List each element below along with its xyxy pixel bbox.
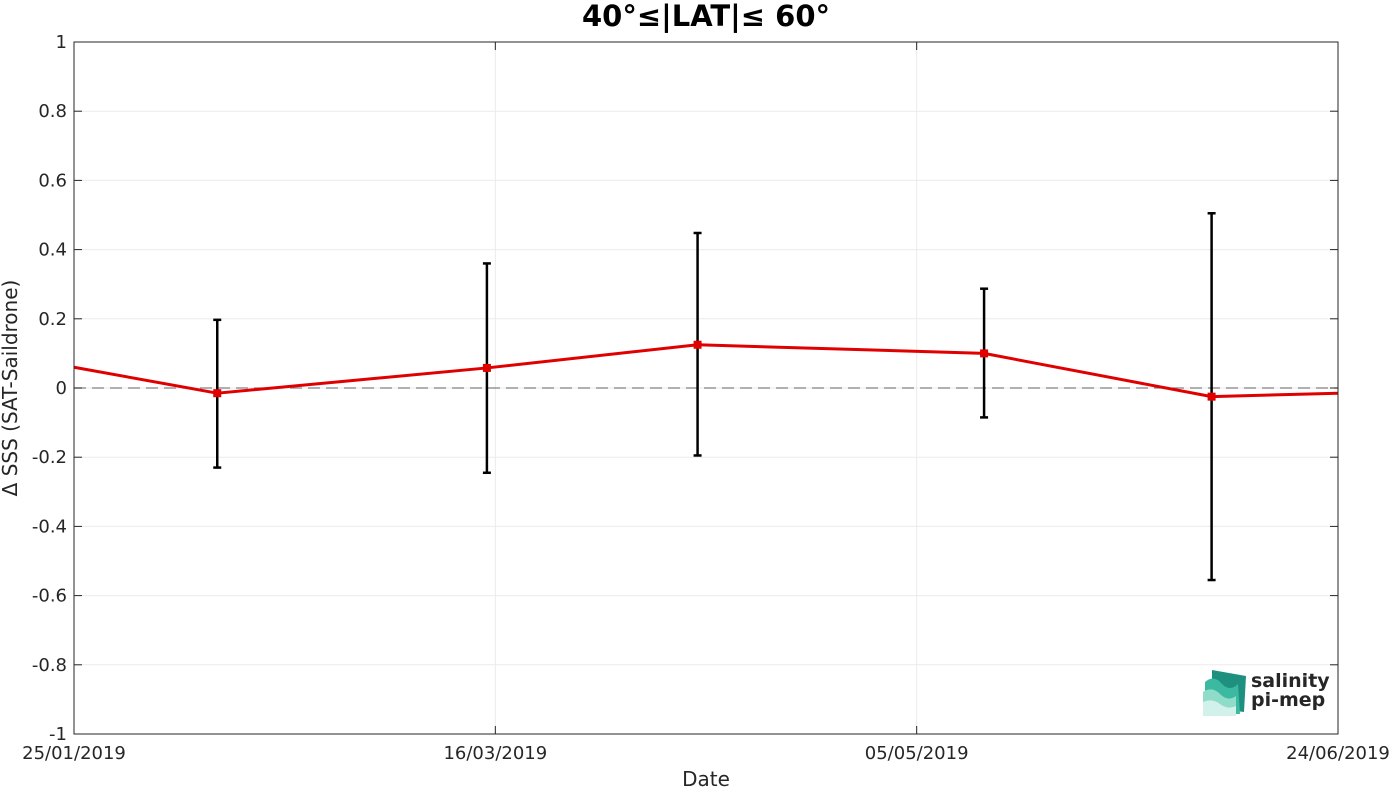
data-point — [213, 389, 222, 398]
y-tick-label: -0.8 — [32, 655, 67, 676]
y-tick-label: -0.6 — [32, 586, 67, 607]
data-point — [980, 349, 989, 358]
marker-layer — [213, 340, 1216, 401]
data-point — [1207, 392, 1216, 401]
x-tick-label: 05/05/2019 — [865, 743, 969, 764]
y-tick-label: -1 — [49, 724, 67, 745]
x-tick-label: 24/06/2019 — [1286, 743, 1390, 764]
x-axis: 25/01/2019 16/03/2019 05/05/2019 24/06/2019 — [22, 42, 1390, 764]
salinity-pi-mep-logo: salinity pi-mep — [1203, 670, 1330, 716]
x-tick-label: 16/03/2019 — [443, 743, 547, 764]
logo-line1: salinity — [1251, 670, 1330, 692]
y-tick-label: 0.6 — [38, 170, 67, 191]
y-tick-label: -0.2 — [32, 447, 67, 468]
y-tick-label: -0.4 — [32, 516, 67, 537]
y-axis: -1 -0.8 -0.6 -0.4 -0.2 0 0.2 0.4 0.6 0.8 1 — [32, 32, 1338, 745]
y-tick-label: 1 — [56, 32, 67, 53]
x-tick-label: 25/01/2019 — [22, 743, 126, 764]
y-tick-label: 0 — [56, 378, 67, 399]
waves-icon — [1203, 670, 1246, 716]
y-axis-label: Δ SSS (SAT-Saildrone) — [0, 280, 22, 497]
chart-title: 40°≤|LAT|≤ 60° — [582, 0, 830, 33]
y-tick-label: 0.2 — [38, 309, 67, 330]
y-tick-label: 0.4 — [38, 240, 67, 261]
data-point — [482, 363, 491, 372]
x-axis-label: Date — [682, 767, 730, 788]
y-tick-label: 0.8 — [38, 101, 67, 122]
data-point — [693, 340, 702, 349]
logo-line2: pi-mep — [1251, 689, 1325, 711]
